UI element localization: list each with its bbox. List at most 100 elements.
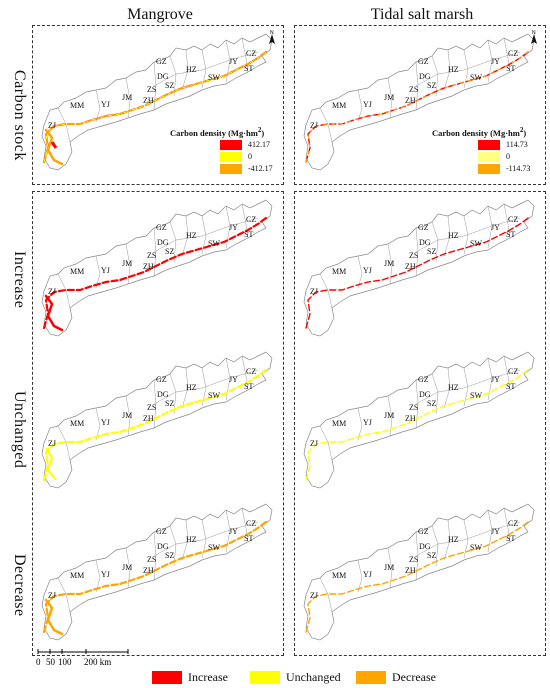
region-label-gz: GZ bbox=[418, 375, 429, 384]
coastal-habitat bbox=[305, 217, 529, 329]
map-mangrove-increase: GZ HZ DG JY CZ ST SW SZ ZS ZH JM YJ MM ZJ bbox=[41, 199, 273, 337]
province-outline bbox=[41, 33, 273, 171]
panel-mangrove-changes bbox=[32, 191, 284, 656]
row-title-unchanged: Unchanged bbox=[11, 391, 28, 469]
region-label-st: ST bbox=[506, 534, 515, 543]
county-border bbox=[463, 49, 469, 89]
county-border bbox=[387, 243, 393, 285]
region-label-cz: CZ bbox=[246, 215, 256, 224]
county-border bbox=[153, 51, 259, 87]
region-label-gz: GZ bbox=[156, 57, 167, 66]
region-label-zh: ZH bbox=[143, 96, 154, 105]
region-label-mm: MM bbox=[332, 571, 346, 580]
region-label-jy: JY bbox=[229, 375, 238, 384]
legend-marsh-item-high: 114.73 bbox=[478, 139, 530, 150]
region-label-sz: SZ bbox=[165, 551, 174, 560]
region-label-st: ST bbox=[506, 382, 515, 391]
coastal-habitat bbox=[305, 521, 529, 633]
region-label-sw: SW bbox=[208, 73, 220, 82]
region-label-zs: ZS bbox=[147, 555, 156, 564]
county-border bbox=[319, 273, 333, 309]
legend-marsh-item-low: -114.73 bbox=[478, 163, 530, 174]
zhanjiang-mangrove-high bbox=[50, 141, 58, 149]
panel-marsh-carbon-stock bbox=[294, 25, 546, 185]
county-border bbox=[443, 519, 451, 561]
region-label-dg: DG bbox=[157, 390, 169, 399]
region-label-yj: YJ bbox=[101, 100, 110, 109]
coastal-habitat bbox=[42, 520, 268, 634]
region-label-hz: HZ bbox=[448, 231, 459, 240]
region-label-dg: DG bbox=[419, 238, 431, 247]
region-label-mm: MM bbox=[70, 101, 84, 110]
county-border bbox=[181, 367, 189, 409]
region-label-zs: ZS bbox=[147, 403, 156, 412]
region-label-yj: YJ bbox=[101, 266, 110, 275]
region-label-gz: GZ bbox=[418, 57, 429, 66]
region-label-zh: ZH bbox=[405, 96, 416, 105]
region-label-zh: ZH bbox=[143, 566, 154, 575]
bottom-legend-decrease-swatch bbox=[356, 671, 386, 684]
province-outline bbox=[41, 503, 273, 641]
county-border bbox=[357, 89, 363, 123]
region-label-zs: ZS bbox=[409, 555, 418, 564]
county-border bbox=[415, 51, 521, 87]
legend-mangrove-item-zero: 0 bbox=[220, 151, 273, 162]
region-label-mm: MM bbox=[332, 419, 346, 428]
region-label-jy: JY bbox=[229, 223, 238, 232]
region-label-zs: ZS bbox=[147, 85, 156, 94]
region-label-jy: JY bbox=[491, 527, 500, 536]
coastal-habitat bbox=[305, 51, 529, 163]
county-border bbox=[153, 521, 259, 557]
county-border bbox=[415, 521, 521, 557]
county-border bbox=[463, 367, 469, 407]
region-label-jm: JM bbox=[122, 259, 132, 268]
region-label-dg: DG bbox=[157, 72, 169, 81]
county-border bbox=[503, 355, 511, 391]
column-title-mangrove: Mangrove bbox=[127, 6, 193, 23]
region-label-mm: MM bbox=[70, 267, 84, 276]
region-label-sw: SW bbox=[470, 543, 482, 552]
province-outline bbox=[303, 503, 535, 641]
county-border bbox=[443, 215, 451, 257]
region-label-jm: JM bbox=[384, 563, 394, 572]
region-label-jm: JM bbox=[122, 563, 132, 572]
region-label-gz: GZ bbox=[156, 223, 167, 232]
county-border bbox=[241, 355, 249, 391]
region-label-cz: CZ bbox=[508, 49, 518, 58]
north-arrow-icon: N bbox=[269, 30, 275, 44]
row-title-increase: Increase bbox=[11, 251, 28, 309]
county-border bbox=[241, 203, 249, 239]
svg-text:N: N bbox=[532, 30, 536, 36]
region-label-dg: DG bbox=[419, 390, 431, 399]
county-border bbox=[153, 369, 259, 405]
scale-tick-50: 50 bbox=[46, 657, 56, 667]
county-border bbox=[357, 255, 363, 289]
county-border bbox=[503, 203, 511, 239]
county-border bbox=[181, 49, 189, 91]
legend-marsh-item-zero: 0 bbox=[478, 151, 530, 162]
region-label-zj: ZJ bbox=[48, 439, 56, 448]
region-label-zj: ZJ bbox=[310, 287, 318, 296]
region-label-zj: ZJ bbox=[310, 439, 318, 448]
region-label-sw: SW bbox=[470, 73, 482, 82]
bottom-legend-unchanged-swatch bbox=[250, 671, 280, 684]
legend-marsh-title: Carbon density (Mg·hm2) bbox=[432, 126, 527, 138]
region-label-dg: DG bbox=[419, 72, 431, 81]
province-outline bbox=[41, 351, 273, 489]
bottom-legend-increase: Increase bbox=[152, 670, 228, 685]
region-label-jy: JY bbox=[491, 223, 500, 232]
region-label-zj: ZJ bbox=[48, 287, 56, 296]
legend-mangrove: Carbon density (Mg·hm2) 412.17 0 -412.17 bbox=[170, 126, 273, 174]
map-marsh-unchanged: GZ HZ DG JY CZ ST SW SZ ZS ZH JM YJ MM ZJ bbox=[303, 351, 535, 489]
scale-tick-200: 200 km bbox=[84, 657, 111, 667]
county-border bbox=[415, 227, 419, 277]
county-border bbox=[57, 273, 71, 309]
legend-mangrove-title: Carbon density (Mg·hm2) bbox=[170, 126, 265, 138]
coastal-habitat bbox=[43, 51, 267, 163]
map-mangrove-carbon-stock: GZ HZ DG JY CZ ST SW SZ ZS ZH JM YJ MM ZJ N bbox=[41, 30, 275, 171]
region-label-sw: SW bbox=[470, 239, 482, 248]
bottom-legend-decrease: Decrease bbox=[356, 670, 436, 685]
county-border bbox=[415, 217, 521, 253]
region-label-zh: ZH bbox=[405, 414, 416, 423]
